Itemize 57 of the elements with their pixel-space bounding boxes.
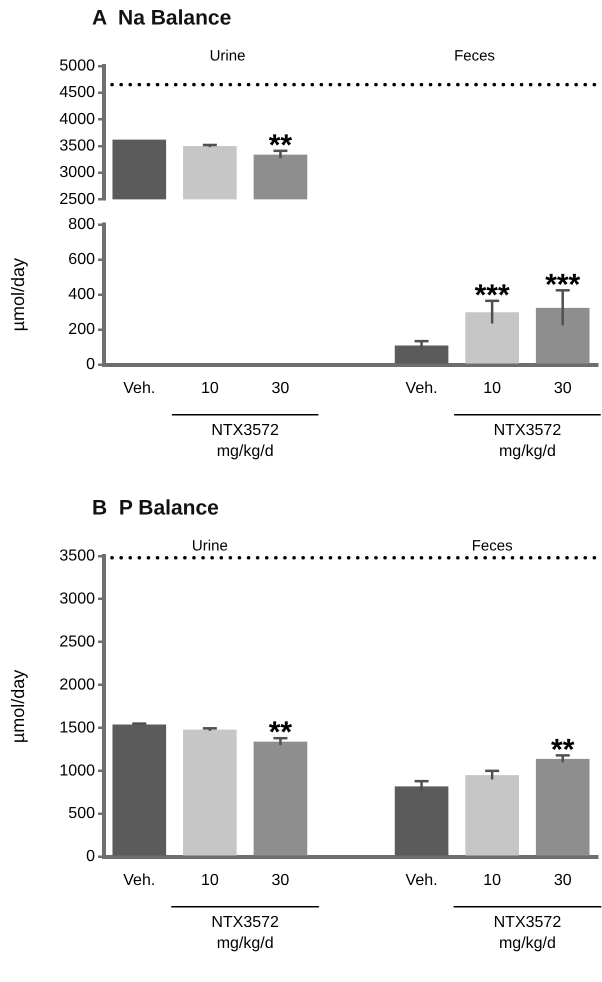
text: Feces — [454, 48, 495, 65]
x-tick-label: Veh. — [406, 872, 438, 889]
x-tick-label: Veh. — [123, 872, 156, 889]
y-tick-label: 600 — [68, 251, 96, 268]
y-tick-label: 3500 — [59, 547, 96, 564]
y-tick-label: 1500 — [59, 719, 96, 736]
chart-title: A Na Balance — [92, 6, 232, 30]
text: Urine — [192, 538, 228, 555]
bar — [394, 786, 448, 856]
bar — [112, 724, 166, 856]
y-tick-label: 500 — [68, 805, 96, 822]
x-tick-label: 30 — [272, 380, 290, 397]
y-tick-label: 0 — [86, 356, 96, 374]
y-tick-label: 4500 — [59, 84, 96, 102]
text: NTX3572 mg/kg/d — [494, 422, 562, 460]
y-axis-title: µmol/day — [8, 258, 28, 332]
bar — [536, 758, 590, 856]
data-label: ** — [268, 716, 292, 750]
y-tick-label: 3000 — [59, 164, 96, 182]
y-tick-label: 400 — [68, 286, 96, 304]
x-tick-label: 30 — [554, 380, 572, 397]
data-label: *** — [545, 268, 581, 302]
data-label: ** — [551, 733, 575, 766]
y-tick-label: 2500 — [59, 633, 96, 650]
bar — [465, 775, 519, 856]
data-label: ** — [268, 128, 292, 162]
y-tick-label: 2500 — [59, 190, 96, 208]
x-tick-label: 10 — [483, 380, 502, 397]
x-tick-label: 10 — [200, 872, 219, 889]
bar — [183, 730, 237, 856]
y-tick-label: 1000 — [59, 762, 96, 780]
chart-title: B P Balance — [92, 496, 219, 520]
y-axis-title: µmol/day — [8, 670, 28, 744]
y-tick-label: 0 — [86, 848, 96, 866]
y-tick-label: 3000 — [59, 590, 96, 608]
y-tick-label: 200 — [68, 321, 96, 338]
x-tick-label: 10 — [200, 380, 219, 397]
y-tick-label: 2000 — [59, 676, 96, 694]
text: Urine — [210, 48, 246, 65]
bar — [536, 308, 590, 364]
y-tick-label: 4000 — [59, 110, 96, 128]
text: NTX3572 mg/kg/d — [494, 914, 562, 952]
x-tick-label: Veh. — [123, 380, 156, 397]
bar — [394, 346, 448, 364]
y-tick-label: 800 — [68, 216, 96, 234]
x-tick-label: Veh. — [406, 380, 438, 397]
y-tick-label: 5000 — [59, 57, 96, 74]
text: Feces — [472, 538, 513, 555]
y-tick-label: 3500 — [59, 137, 96, 154]
data-label: *** — [474, 278, 510, 312]
bar — [465, 312, 519, 364]
text: NTX3572 mg/kg/d — [211, 914, 280, 952]
bar — [254, 742, 308, 856]
x-tick-label: 30 — [272, 872, 290, 889]
x-tick-label: 30 — [554, 872, 572, 889]
text: NTX3572 mg/kg/d — [211, 422, 280, 460]
x-tick-label: 10 — [483, 872, 502, 889]
